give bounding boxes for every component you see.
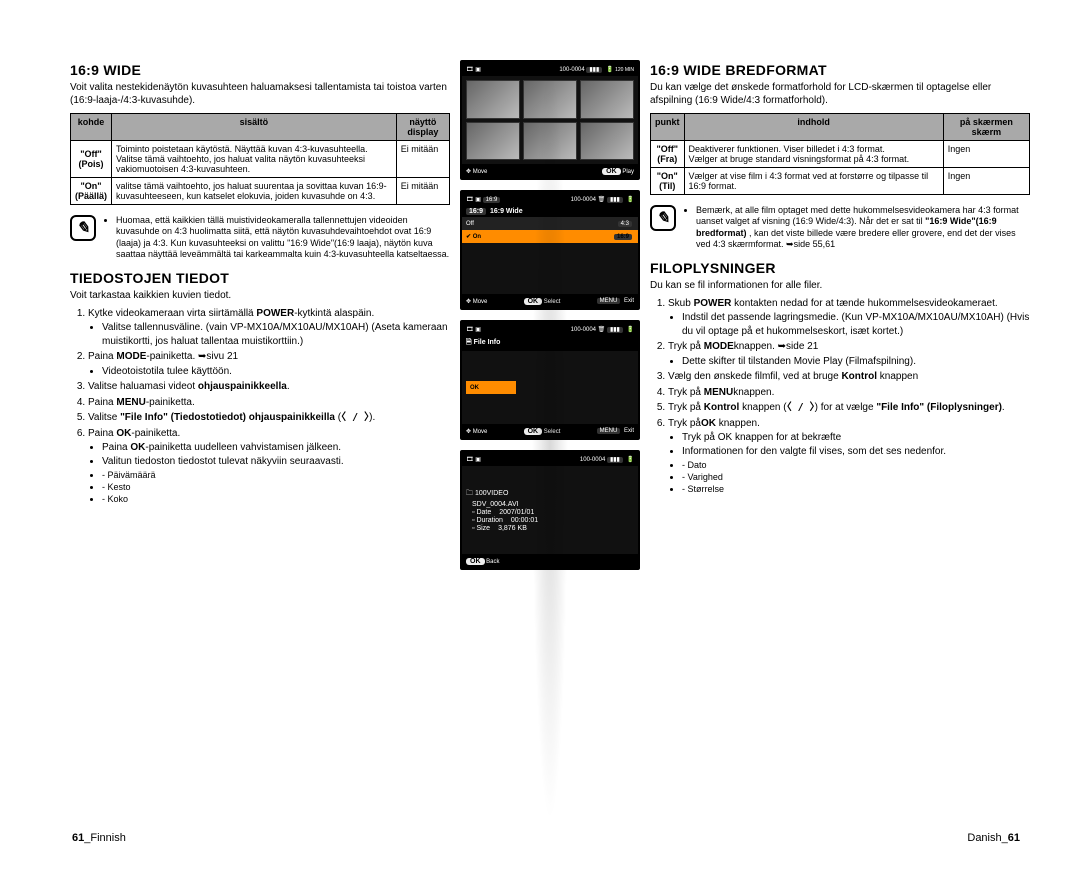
col-indhold: indhold [684,114,943,141]
table-row: "On" (Päällä) valitse tämä vaihtoehto, j… [71,178,450,205]
wide-table-fi: kohde sisältö näyttö display "Off" (Pois… [70,113,450,205]
note-fi: ✎ Huomaa, että kaikkien tällä muistivide… [70,215,450,260]
step-item: Tryk påOK knappen.Tryk på OK knappen for… [668,417,1030,496]
step-item: Valitse haluamasi videot ohjauspainikkee… [88,380,450,394]
heading-fileinfo-da: FILOPLYSNINGER [650,260,1030,276]
danish-column: 16:9 WIDE BREDFORMAT Du kan vælge det øn… [650,60,1030,824]
note-icon: ✎ [650,205,676,231]
col-kohde: kohde [71,114,112,141]
table-row: "On" (Til) Vælger at vise film i 4:3 for… [651,168,1030,195]
table-row: "Off" (Fra) Deaktiverer funktionen. Vise… [651,141,1030,168]
step-item: Tryk på Kontrol knappen (〈 / 〉) for at v… [668,401,1030,415]
step-item: Paina MENU-painiketta. [88,396,450,410]
col-sisalto: sisältö [112,114,397,141]
wide-table-da: punkt indhold på skærmen skærm "Off" (Fr… [650,113,1030,195]
footer-right: Danish_61 [967,832,1020,844]
lcd-wide-menu: 🎞 ▣ 16:9 100-0004 🗑 ▮▮▮ 🔋 16:9 16:9 Wide… [460,190,640,310]
sub-fi: Voit tarkastaa kaikkien kuvien tiedot. [70,290,450,303]
lcd-fileinfo-prompt: 🎞 ▣ 100-0004 🗑 ▮▮▮ 🔋 🗎 File Info OK ✥ Mo… [460,320,640,440]
table-row: "Off" (Pois) Toiminto poistetaan käytöst… [71,141,450,178]
lcd-column: 🎞 ▣ 100-0004 ▮▮▮ 🔋 120 MIN ✥ Move OK Pla… [450,60,650,824]
note-icon: ✎ [70,215,96,241]
col-naytto: näyttö display [396,114,449,141]
step-item: Tryk på MODEknappen. ➥side 21Dette skift… [668,340,1030,368]
note-da: ✎ Bemærk, at alle film optaget med dette… [650,205,1030,250]
lcd-fileinfo-detail: 🎞 ▣ 100-0004 ▮▮▮ 🔋 🗀 100VIDEO SDV_0004.A… [460,450,640,570]
finnish-column: 16:9 WIDE Voit valita nestekidenäytön ku… [70,60,450,824]
step-item: Vælg den ønskede filmfil, ved at bruge K… [668,370,1030,384]
intro-fi: Voit valita nestekidenäytön kuvasuhteen … [70,82,450,107]
heading-fileinfo-fi: TIEDOSTOJEN TIEDOT [70,270,450,286]
heading-wide-fi: 16:9 WIDE [70,62,450,78]
step-item: Paina OK-painiketta.Paina OK-painiketta … [88,427,450,506]
lcd-thumbnails: 🎞 ▣ 100-0004 ▮▮▮ 🔋 120 MIN ✥ Move OK Pla… [460,60,640,180]
step-item: Tryk på MENUknappen. [668,386,1030,400]
step-item: Kytke videokameraan virta siirtämällä PO… [88,307,450,349]
step-item: Paina MODE-painiketta. ➥sivu 21Videotois… [88,350,450,378]
col-punkt: punkt [651,114,685,141]
steps-fi: Kytke videokameraan virta siirtämällä PO… [70,307,450,508]
sub-da: Du kan se fil informationen for alle fil… [650,280,1030,293]
footer-left: 61_Finnish [72,832,126,844]
heading-wide-da: 16:9 WIDE BREDFORMAT [650,62,1030,78]
steps-da: Skub POWER kontakten nedad for at tænde … [650,297,1030,498]
intro-da: Du kan vælge det ønskede formatforhold f… [650,82,1030,107]
col-skaerm: på skærmen skærm [943,114,1029,141]
step-item: Valitse "File Info" (Tiedostotiedot) ohj… [88,411,450,425]
step-item: Skub POWER kontakten nedad for at tænde … [668,297,1030,339]
